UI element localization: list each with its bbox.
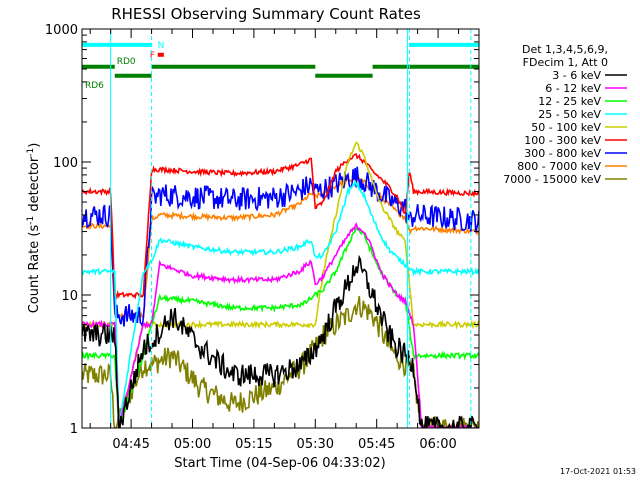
x-tick-label: 05:30 — [297, 437, 334, 452]
y-tick-label: 1000 — [45, 23, 78, 38]
legend-entry-label: 300 - 800 keV — [524, 147, 601, 160]
state-label-rd6: RD6 — [85, 81, 104, 91]
legend-entry-label: 12 - 25 keV — [538, 95, 601, 108]
legend-entry-label: 3 - 6 keV — [552, 69, 601, 82]
chart-title: RHESSI Observing Summary Count Rates — [111, 5, 421, 23]
x-axis-label: Start Time (04-Sep-06 04:33:02) — [174, 456, 385, 471]
y-axis-label-end: ) — [27, 143, 42, 148]
series-line-800-7000-kev — [82, 174, 479, 320]
y-axis-ticks: 1 10 100 1000 — [45, 23, 479, 437]
legend-entry-label: 50 - 100 keV — [531, 121, 601, 134]
x-tick-label: 04:45 — [112, 437, 149, 452]
x-axis-ticks: 04:45 05:00 05:15 05:30 05:45 06:00 — [89, 29, 480, 452]
timestamp: 17-Oct-2021 01:53 — [560, 467, 636, 476]
legend-entry-label: 7000 - 15000 keV — [503, 173, 601, 186]
legend-entry-label: 100 - 300 keV — [524, 134, 601, 147]
x-tick-label: 05:00 — [174, 437, 211, 452]
x-tick-label: 05:45 — [358, 437, 395, 452]
legend-entry-label: 800 - 7000 keV — [517, 160, 601, 173]
x-tick-label: 05:15 — [235, 437, 272, 452]
y-axis-label-sup: -1 — [26, 216, 36, 225]
spacecraft-state-bars: NF RD0 RD6 — [82, 41, 479, 91]
plot-frame — [81, 28, 480, 429]
series-line-300-800-kev — [82, 166, 479, 327]
legend: Det 1,3,4,5,6,9,FDecim 1, Att 03 - 6 keV… — [503, 43, 627, 186]
x-tick-label: 06:00 — [419, 437, 456, 452]
legend-entry-label: 6 - 12 keV — [545, 82, 601, 95]
legend-header-line: Det 1,3,4,5,6,9, — [522, 43, 608, 56]
legend-header-line: FDecim 1, Att 0 — [523, 56, 608, 69]
y-axis-label-main: Count Rate (s — [27, 225, 42, 314]
state-label-f: F — [150, 51, 155, 61]
y-axis-label: Count Rate (s-1 detector-1) — [26, 143, 42, 314]
state-label-rd0: RD0 — [117, 57, 136, 67]
series-line-3-6-kev — [82, 254, 479, 428]
y-tick-label: 10 — [61, 289, 78, 304]
y-axis-label-mid: detector — [27, 156, 42, 216]
eclipse-markers — [110, 29, 472, 428]
y-axis-label-sup2: -1 — [26, 148, 36, 157]
series-line-50-100-kev — [82, 141, 479, 428]
series-line-6-12-kev — [82, 221, 479, 428]
series-line-100-300-kev — [82, 153, 479, 300]
legend-entry-label: 25 - 50 keV — [538, 108, 601, 121]
y-tick-label: 100 — [53, 156, 78, 171]
y-tick-label: 1 — [70, 422, 78, 437]
series-line-25-50-kev — [82, 179, 479, 427]
series-lines — [82, 141, 479, 428]
state-label-n: N — [158, 41, 165, 51]
